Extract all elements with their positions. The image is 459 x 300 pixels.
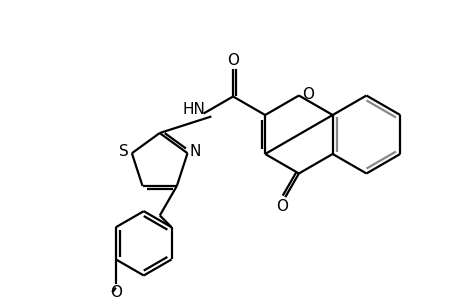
Text: N: N xyxy=(189,144,201,159)
Text: HN: HN xyxy=(182,102,205,117)
Text: O: O xyxy=(276,200,288,214)
Text: O: O xyxy=(227,53,239,68)
Text: O: O xyxy=(110,285,122,300)
Text: O: O xyxy=(301,87,313,102)
Text: S: S xyxy=(119,144,129,159)
